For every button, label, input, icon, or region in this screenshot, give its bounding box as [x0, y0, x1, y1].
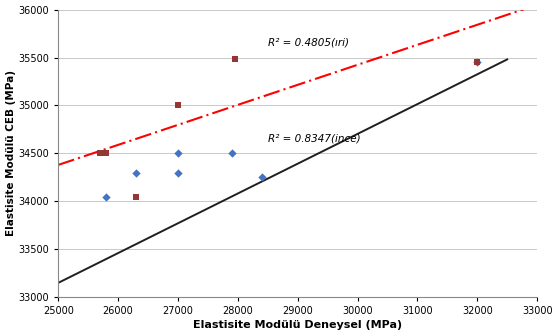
Point — [102, 194, 110, 199]
Point — [174, 103, 182, 108]
Point — [174, 151, 182, 156]
Text: R² = 0.4805(ıri): R² = 0.4805(ıri) — [268, 38, 349, 48]
Point — [132, 170, 141, 175]
Point — [473, 59, 482, 65]
Point — [95, 151, 104, 156]
Point — [227, 151, 236, 156]
Point — [174, 170, 182, 175]
Point — [102, 151, 110, 156]
Text: R² = 0.8347(ince): R² = 0.8347(ince) — [268, 134, 360, 144]
Point — [257, 175, 266, 180]
Point — [473, 59, 482, 65]
Point — [230, 57, 239, 62]
Y-axis label: Elastisite Modülü CEB (MPa): Elastisite Modülü CEB (MPa) — [6, 71, 16, 237]
X-axis label: Elastisite Modülü Deneysel (MPa): Elastisite Modülü Deneysel (MPa) — [193, 321, 402, 330]
Point — [132, 194, 141, 199]
